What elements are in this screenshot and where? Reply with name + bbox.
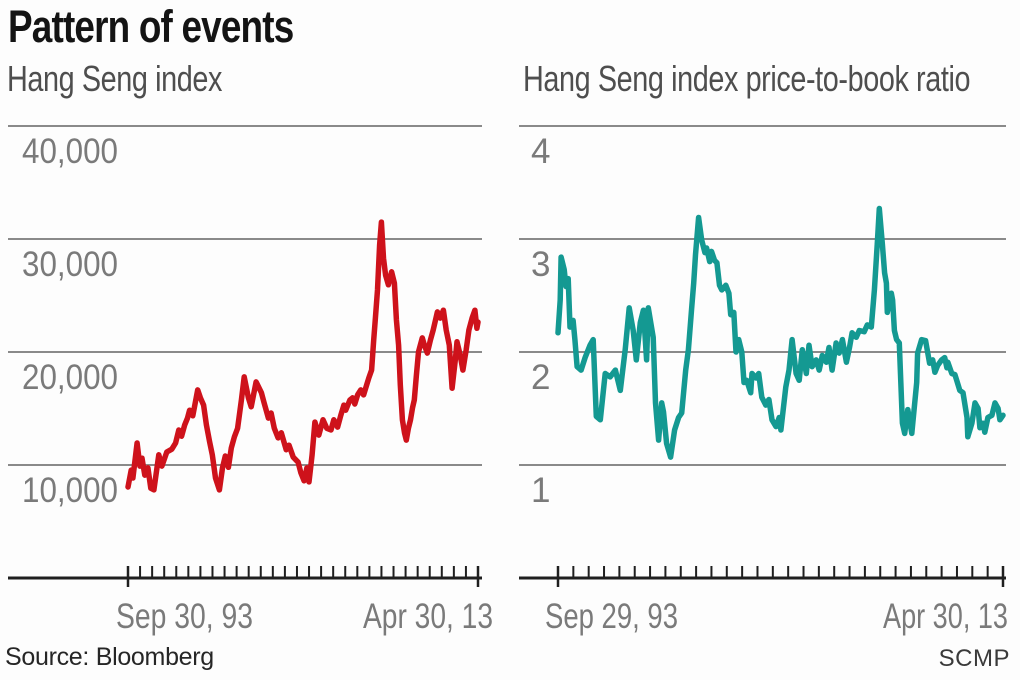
hang-seng-index-line [125, 219, 481, 493]
y-axis-label: 10,000 [22, 471, 118, 510]
price-to-book-line [555, 205, 1006, 460]
x-axis-label: Sep 30, 93 [116, 597, 253, 636]
right-chart: 4 3 2 1 Sep 29, 93 Apr 30, 13 [519, 125, 1008, 636]
right-chart-title: Hang Seng index price-to-book ratio [523, 58, 971, 99]
x-axis-label: Sep 29, 93 [545, 597, 678, 636]
y-axis-label: 4 [531, 132, 550, 171]
y-axis-label: 2 [531, 358, 550, 397]
x-axis-label: Apr 30, 13 [883, 597, 1008, 636]
y-axis-label: 3 [531, 245, 550, 284]
source-label: Source: Bloomberg [5, 643, 214, 671]
y-axis-label: 40,000 [22, 132, 118, 171]
page-title: Pattern of events [8, 1, 294, 52]
left-chart-title: Hang Seng index [7, 58, 222, 99]
y-axis-label: 30,000 [22, 245, 118, 284]
x-axis-label: Apr 30, 13 [363, 597, 493, 636]
y-axis-label: 1 [531, 471, 550, 510]
credit-label: SCMP [938, 645, 1010, 672]
y-axis-label: 20,000 [22, 358, 118, 397]
left-chart: 40,000 30,000 20,000 10,000 Sep 30, 93 Apr 30… [8, 125, 493, 636]
